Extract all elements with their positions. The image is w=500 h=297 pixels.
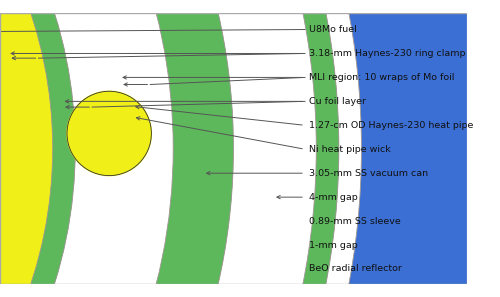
Circle shape bbox=[80, 105, 138, 162]
Wedge shape bbox=[0, 0, 316, 297]
Circle shape bbox=[67, 91, 152, 176]
Text: 3.05-mm SS vacuum can: 3.05-mm SS vacuum can bbox=[308, 169, 428, 178]
Circle shape bbox=[79, 103, 140, 164]
Text: BeO radial reflector: BeO radial reflector bbox=[308, 265, 402, 274]
Wedge shape bbox=[0, 0, 362, 297]
Text: 4-mm gap: 4-mm gap bbox=[308, 193, 358, 202]
Circle shape bbox=[74, 98, 144, 169]
Text: Cu foil layer: Cu foil layer bbox=[308, 97, 366, 106]
Wedge shape bbox=[0, 0, 339, 297]
Circle shape bbox=[91, 115, 128, 151]
Wedge shape bbox=[0, 0, 173, 297]
Circle shape bbox=[73, 97, 146, 170]
Text: 1-mm gap: 1-mm gap bbox=[308, 241, 358, 249]
Text: U8Mo fuel: U8Mo fuel bbox=[308, 25, 356, 34]
Circle shape bbox=[88, 112, 131, 155]
Wedge shape bbox=[0, 0, 234, 297]
Wedge shape bbox=[0, 0, 76, 297]
Text: MLI region: 10 wraps of Mo foil: MLI region: 10 wraps of Mo foil bbox=[308, 73, 454, 82]
Text: Ni heat pipe wick: Ni heat pipe wick bbox=[308, 145, 390, 154]
Text: 3.18-mm Haynes-230 ring clamp: 3.18-mm Haynes-230 ring clamp bbox=[308, 49, 465, 58]
Text: 0.89-mm SS sleeve: 0.89-mm SS sleeve bbox=[308, 217, 400, 226]
Text: 1.27-cm OD Haynes-230 heat pipe: 1.27-cm OD Haynes-230 heat pipe bbox=[308, 121, 473, 130]
Wedge shape bbox=[0, 0, 52, 297]
